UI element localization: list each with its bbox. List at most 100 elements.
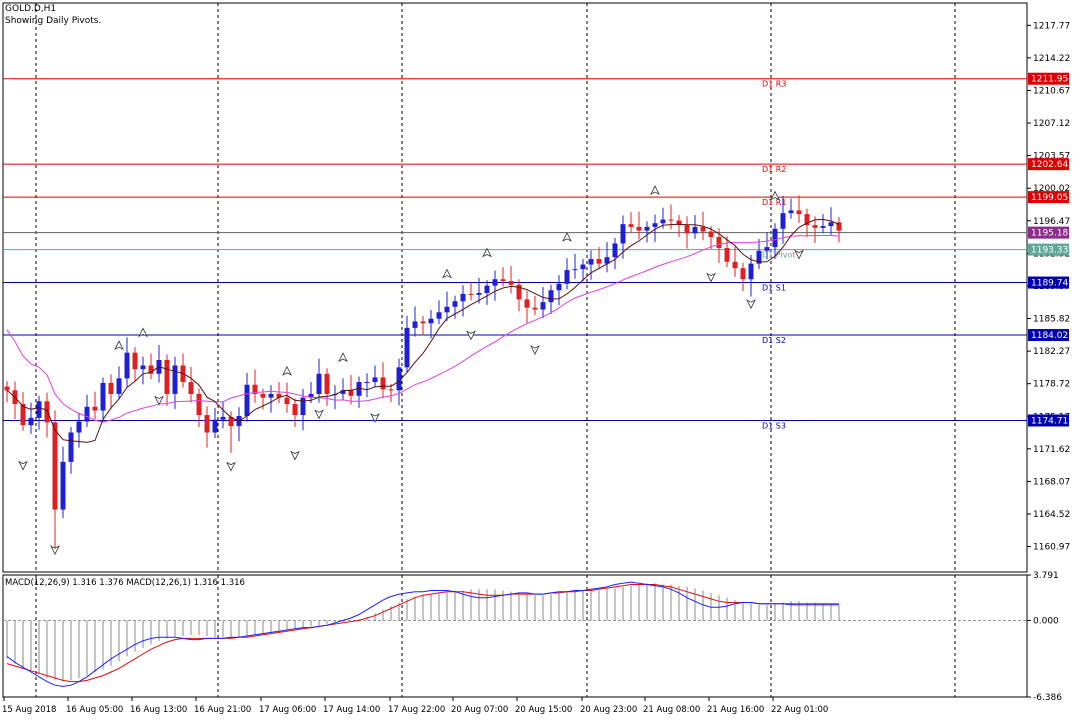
candle-body [172, 365, 178, 394]
candle-body [244, 384, 250, 416]
candle-body [196, 393, 202, 416]
candle-body [404, 327, 410, 368]
fractal-up-arrow [114, 340, 124, 351]
candle-body [84, 406, 90, 422]
price-tag-box [1028, 243, 1069, 256]
pivot-label: D1 Pivot [762, 251, 795, 260]
candle-body [764, 247, 770, 251]
candle-body [164, 360, 170, 394]
candle-body [476, 293, 482, 295]
candle-body [524, 299, 530, 308]
x-tick-label: 20 Aug 07:00 [451, 705, 508, 715]
x-tick-label: 21 Aug 16:00 [707, 705, 764, 715]
price-tag-box [1028, 414, 1069, 427]
candle-body [356, 382, 362, 396]
candle-body [580, 264, 586, 270]
candle-body [636, 226, 642, 231]
fractal-up-arrow [482, 247, 492, 258]
candle-body [644, 226, 650, 231]
moving-average-fast [6, 218, 840, 443]
candle-body [292, 404, 298, 416]
candle-body [540, 302, 546, 310]
candle-body [108, 382, 114, 394]
candle-body [732, 261, 738, 269]
pivot-label: D1 S2 [762, 336, 786, 345]
candle-body [748, 263, 754, 280]
candle-body [500, 279, 506, 282]
x-tick-label: 22 Aug 01:00 [771, 705, 828, 715]
y-tick-label: 1185.82 [1033, 315, 1070, 325]
price-tag-box [1028, 276, 1069, 289]
candle-body [212, 419, 218, 433]
candle-body [132, 352, 138, 370]
candle-body [44, 401, 50, 423]
fractal-down-arrow [314, 409, 324, 420]
y-tick-label: 1217.77 [1033, 21, 1070, 31]
x-tick-label: 17 Aug 22:00 [388, 705, 445, 715]
pivot-label: D1 R1 [762, 198, 786, 207]
x-tick-label: 17 Aug 14:00 [323, 705, 380, 715]
candle-body [68, 432, 74, 462]
candle-body [828, 222, 834, 227]
candle-body [228, 416, 234, 427]
x-tick-label: 20 Aug 15:00 [515, 705, 572, 715]
pivot-note: Showing Daily Pivots. [5, 16, 102, 26]
candle-body [796, 210, 802, 215]
candle-body [468, 293, 474, 295]
candle-body [396, 367, 402, 391]
candle-body [820, 226, 826, 228]
price-tag-text: 1199.05 [1031, 193, 1068, 203]
candle-body [620, 224, 626, 244]
macd-y-tick-label: 3.791 [1033, 571, 1059, 581]
price-tag-text: 1174.71 [1031, 416, 1068, 426]
fractal-down-arrow [370, 413, 380, 423]
fractal-down-arrow [706, 272, 716, 283]
candle-body [740, 268, 746, 280]
candle-body [364, 382, 370, 384]
candle-body [780, 213, 786, 229]
candle-body [756, 250, 762, 264]
candle-body [700, 226, 706, 232]
candle-body [188, 382, 194, 394]
y-tick-label: 1182.27 [1033, 347, 1070, 357]
candle-body [4, 386, 10, 391]
candle-body [772, 228, 778, 248]
fractal-down-arrow [226, 461, 236, 472]
price-tag-box [1028, 191, 1069, 204]
candle-body [556, 283, 562, 291]
candle-body [204, 415, 210, 433]
fractal-down-arrow [530, 345, 540, 355]
current-price-tag-text: 1195.18 [1031, 229, 1068, 239]
candle-body [564, 270, 570, 284]
fractal-up-arrow [138, 327, 148, 338]
fractal-down-arrow [794, 249, 804, 260]
candle-body [412, 321, 418, 328]
candle-body [260, 393, 266, 398]
pivot-label: D1 R3 [762, 80, 786, 89]
candle-body [452, 301, 458, 307]
candle-body [100, 382, 106, 411]
pivot-label: D1 S3 [762, 421, 786, 430]
candle-body [300, 397, 306, 416]
fractal-down-arrow [290, 450, 300, 461]
fractal-up-arrow [562, 231, 572, 242]
candle-body [444, 306, 450, 313]
x-tick-label: 16 Aug 21:00 [194, 705, 251, 715]
price-tag-text: 1184.02 [1031, 331, 1068, 341]
candle-body [340, 390, 346, 394]
price-tag-box [1028, 72, 1069, 85]
candle-body [436, 312, 442, 319]
candle-body [52, 422, 58, 510]
candle-body [652, 223, 658, 227]
candle-body [36, 401, 42, 418]
y-tick-label: 1196.47 [1033, 217, 1070, 227]
candle-body [372, 377, 378, 383]
fractal-up-arrow [650, 185, 660, 195]
fractal-up-arrow [282, 365, 292, 376]
y-tick-label: 1203.57 [1033, 152, 1070, 162]
candle-body [548, 290, 554, 303]
fractal-up-arrow [338, 352, 348, 362]
candle-body [492, 279, 498, 286]
price-tag-text: 1189.74 [1031, 279, 1068, 289]
